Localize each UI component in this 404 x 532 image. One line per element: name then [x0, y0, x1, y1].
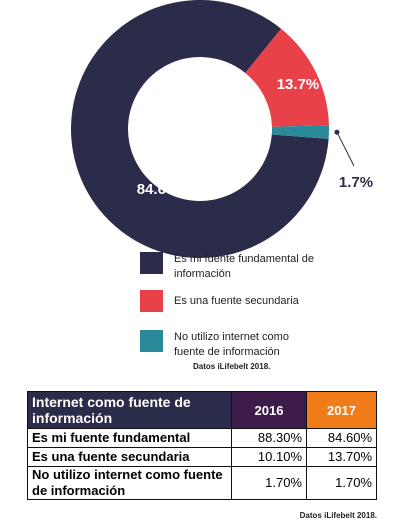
- data-label: 13.7%: [277, 76, 320, 93]
- header-cell: Internet como fuente de información: [27, 391, 232, 429]
- table-cell: Es una fuente secundaria: [27, 447, 232, 467]
- chart-source: Datos iLifebelt 2018.: [193, 362, 271, 371]
- table-cell: No utilizo internet como fuente de infor…: [27, 466, 232, 500]
- legend-label: Es una fuente secundaria: [174, 295, 299, 307]
- donut-segment: [271, 125, 329, 139]
- donut-segment: [71, 0, 329, 258]
- table-row: No utilizo internet como fuente de infor…: [27, 466, 377, 500]
- legend-item: No utilizo internet como fuente de infor…: [140, 330, 322, 360]
- header-cell: 2016: [231, 391, 307, 429]
- data-table: Internet como fuente de información 2016…: [27, 391, 377, 500]
- data-label: 84.6%: [137, 181, 180, 198]
- legend-item: Es una fuente secundaria: [140, 290, 322, 312]
- legend-label: No utilizo internet como fuente de infor…: [174, 331, 289, 358]
- table-cell: 1.70%: [231, 466, 307, 500]
- table-cell: 1.70%: [306, 466, 377, 500]
- donut-chart: 84.6% 13.7% 1.7%: [71, 0, 373, 258]
- legend-item: Es mi fuente fundamental de información: [140, 252, 322, 282]
- table-source: Datos iLifebelt 2018.: [299, 511, 377, 520]
- leader-line: [336, 131, 355, 167]
- legend-swatch: [140, 290, 163, 312]
- table-row: Es mi fuente fundamental 88.30% 84.60%: [27, 428, 377, 448]
- header-cell: 2017: [306, 391, 377, 429]
- legend-label: Es mi fuente fundamental de información: [174, 253, 315, 280]
- table-row: Es una fuente secundaria 10.10% 13.70%: [27, 447, 377, 467]
- table-cell: 13.70%: [306, 447, 377, 467]
- table-header: Internet como fuente de información 2016…: [27, 391, 377, 429]
- donut-segment: [245, 28, 329, 127]
- table-cell: 88.30%: [231, 428, 307, 448]
- legend-swatch: [140, 252, 163, 274]
- table-cell: 10.10%: [231, 447, 307, 467]
- table-cell: Es mi fuente fundamental: [27, 428, 232, 448]
- data-label: 1.7%: [339, 174, 373, 191]
- legend-swatch: [140, 330, 163, 352]
- table-cell: 84.60%: [306, 428, 377, 448]
